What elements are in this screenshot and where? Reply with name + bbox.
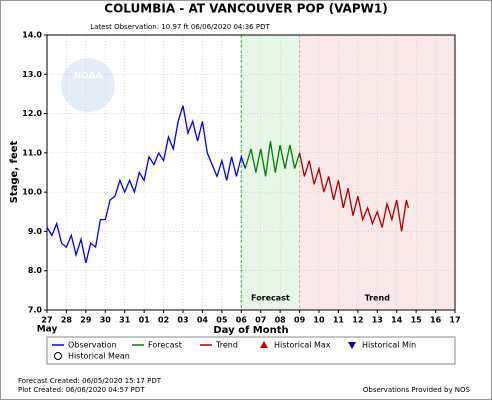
x-tick-label: 29: [80, 316, 92, 325]
logo-text: NOAA: [74, 72, 103, 82]
region: [299, 35, 455, 310]
x-tick-label: 31: [119, 316, 131, 325]
x-tick-label: 03: [177, 316, 188, 325]
region-label: Forecast: [251, 294, 290, 303]
legend-label: Trend: [215, 341, 238, 350]
x-tick-label: 04: [197, 316, 209, 325]
x-tick-label: 16: [430, 316, 442, 325]
chart-title: COLUMBIA - AT VANCOUVER POP (VAPW1): [104, 2, 387, 16]
legend-label: Forecast: [148, 341, 182, 350]
logo: [61, 58, 115, 112]
legend-marker: [54, 352, 62, 360]
x-tick-label: 27: [41, 316, 52, 325]
y-tick-label: 7.0: [28, 306, 43, 315]
y-tick-label: 13.0: [22, 70, 42, 79]
series-line: [46, 105, 246, 264]
y-tick-label: 9.0: [28, 227, 43, 236]
x-tick-label: 28: [61, 316, 73, 325]
chart-subtitle: Latest Observation: 10.97 ft 06/06/2020 …: [90, 23, 270, 31]
y-tick-label: 11.0: [22, 148, 42, 157]
series-line: [244, 140, 301, 177]
x-tick-label: 30: [100, 316, 112, 325]
y-tick-label: 8.0: [28, 266, 43, 275]
x-tick-label: 01: [139, 316, 151, 325]
footer-forecast: Forecast Created: 06/05/2020 15:17 PDT: [18, 377, 162, 385]
x-tick-label: 02: [158, 316, 169, 325]
legend-marker: [260, 341, 268, 348]
x-axis-label: Day of Month: [213, 325, 288, 336]
legend-label: Historical Mean: [68, 352, 130, 361]
footer-credit: Observations Provided by NOS: [363, 386, 471, 394]
x-tick-label: 14: [391, 316, 403, 325]
x-tick-label: 17: [449, 316, 460, 325]
footer-plot: Plot Created: 06/06/2020 04:57 PDT: [18, 386, 145, 394]
x-tick-label: 12: [352, 316, 363, 325]
y-axis-label: Stage, feet: [9, 140, 20, 203]
x-tick-label: 05: [216, 316, 228, 325]
region-label: Trend: [365, 294, 391, 303]
x-sublabel: May: [37, 325, 58, 335]
series-line: [298, 152, 410, 232]
y-tick-label: 10.0: [22, 188, 42, 197]
x-tick-label: 09: [294, 316, 306, 325]
x-tick-label: 10: [313, 316, 325, 325]
legend-marker: [348, 342, 356, 349]
x-tick-label: 15: [411, 316, 423, 325]
legend-label: Historical Max: [274, 341, 331, 350]
plot-frame: [46, 34, 456, 311]
x-tick-label: 11: [333, 316, 345, 325]
x-tick-label: 07: [255, 316, 266, 325]
x-tick-label: 06: [236, 316, 248, 325]
x-tick-label: 08: [275, 316, 287, 325]
y-tick-label: 12.0: [22, 109, 42, 118]
legend-label: Observation: [68, 341, 117, 350]
region: [241, 35, 300, 310]
y-tick-label: 14.0: [22, 31, 42, 40]
legend-box: [46, 336, 456, 365]
x-tick-label: 13: [372, 316, 383, 325]
legend-label: Historical Min: [362, 341, 416, 350]
